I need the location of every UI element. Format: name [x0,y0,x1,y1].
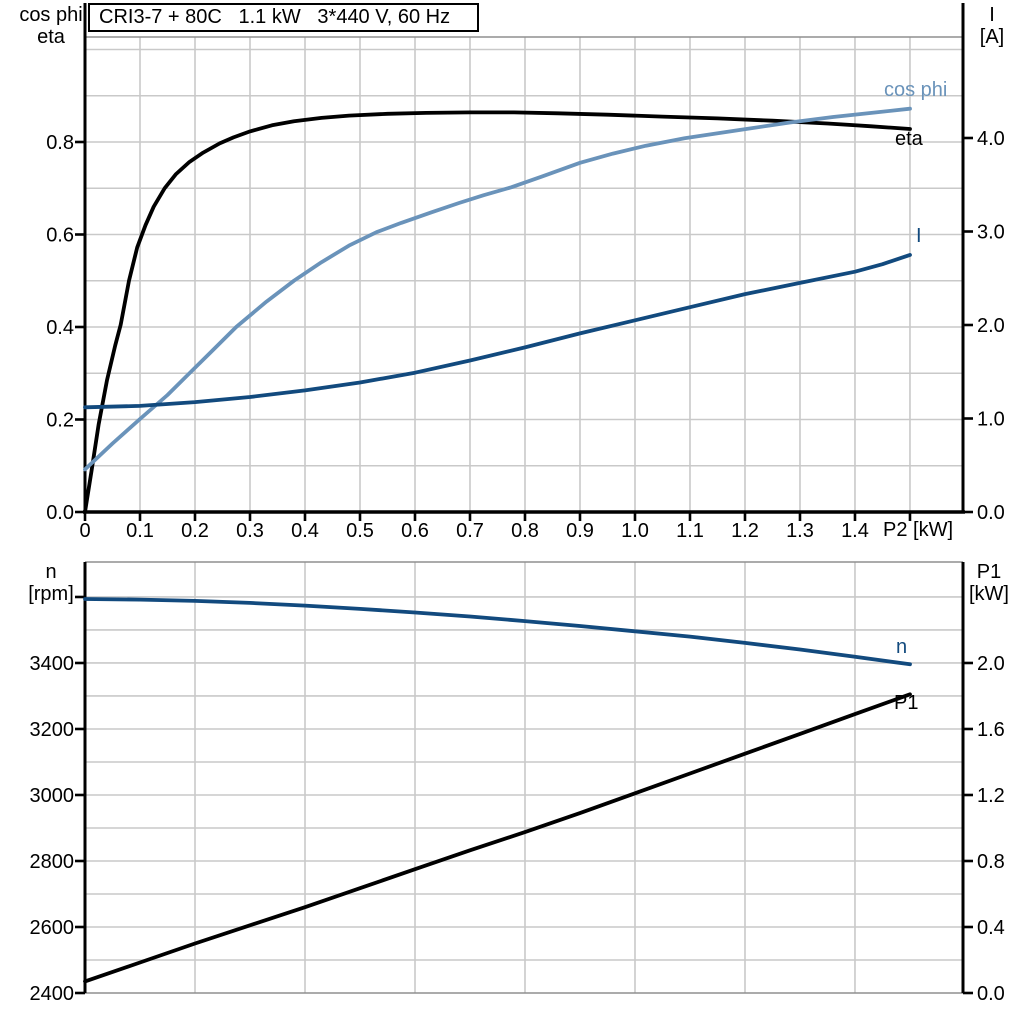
x-tick-label: 1.3 [786,520,814,542]
right-tick-label: 0.0 [977,502,1005,524]
x-tick-label: 0.5 [346,520,374,542]
axis-title-line: P1 [976,561,1002,583]
bottom-left-axis-title: n [rpm] [6,561,96,605]
x-tick-label: 1.4 [841,520,869,542]
axis-title-line: [A] [979,26,1005,48]
x-tick-label: 0.2 [181,520,209,542]
left-tick-label: 0.6 [46,224,74,246]
left-tick-label: 0.2 [46,409,74,431]
x-tick-label: 0.6 [401,520,429,542]
x-tick-label: 0.8 [511,520,539,542]
left-tick-label: 0.0 [46,502,74,524]
left-tick-label: 0.8 [46,132,74,154]
series-curve-p1 [83,692,912,984]
top-left-axis-title: cos phi eta [7,4,95,48]
chart-title: CRI3-7 + 80C 1.1 kW 3*440 V, 60 Hz [99,6,451,28]
x-tick-label: 1.1 [676,520,704,542]
right-tick-label: 1.0 [977,408,1005,430]
series-curve-cos-phi [83,106,912,472]
x-axis-unit-label: P2 [kW] [883,519,954,541]
left-tick-label: 2400 [30,983,75,1005]
series-label-input-power: P1 [894,692,919,714]
axis-title-line: [rpm] [28,583,74,605]
series-label-eta: eta [895,128,923,150]
axis-title-line: n [45,561,57,583]
x-tick-label: 0.4 [291,520,319,542]
series-label-cos-phi: cos phi [884,79,948,101]
series-curve-i [83,253,912,410]
x-tick-label: 0.9 [566,520,594,542]
x-tick-label: 1.0 [621,520,649,542]
series-label-current: I [916,225,922,247]
axis-title-line: [kW] [969,583,1009,605]
right-tick-label: 0.4 [977,917,1005,939]
right-tick-label: 0.0 [977,983,1005,1005]
left-tick-label: 0.4 [46,317,74,339]
series-curve-n [83,597,912,667]
axis-title-line: eta [37,26,65,48]
right-tick-label: 2.0 [977,653,1005,675]
axis-title-line: I [989,4,995,26]
left-tick-label: 3400 [30,653,75,675]
top-right-axis-title: I [A] [964,4,1020,48]
series-curve-eta [83,110,912,514]
left-tick-label: 2600 [30,917,75,939]
right-tick-label: 0.8 [977,851,1005,873]
x-tick-label: 0.3 [236,520,264,542]
x-tick-label: 0.7 [456,520,484,542]
series-label-speed: n [896,636,908,658]
right-tick-label: 1.2 [977,785,1005,807]
chart-title-box: CRI3-7 + 80C 1.1 kW 3*440 V, 60 Hz [88,3,479,32]
right-tick-label: 4.0 [977,128,1005,150]
axis-title-line: cos phi [19,4,83,26]
x-tick-label: 1.2 [731,520,759,542]
right-tick-label: 2.0 [977,315,1005,337]
bottom-right-axis-title: P1 [kW] [960,561,1018,605]
x-tick-label: 0.1 [126,520,154,542]
x-tick-label: 0 [79,520,90,542]
left-tick-label: 2800 [30,851,75,873]
left-tick-label: 3000 [30,785,75,807]
left-tick-label: 3200 [30,719,75,741]
right-tick-label: 1.6 [977,719,1005,741]
right-tick-label: 3.0 [977,221,1005,243]
